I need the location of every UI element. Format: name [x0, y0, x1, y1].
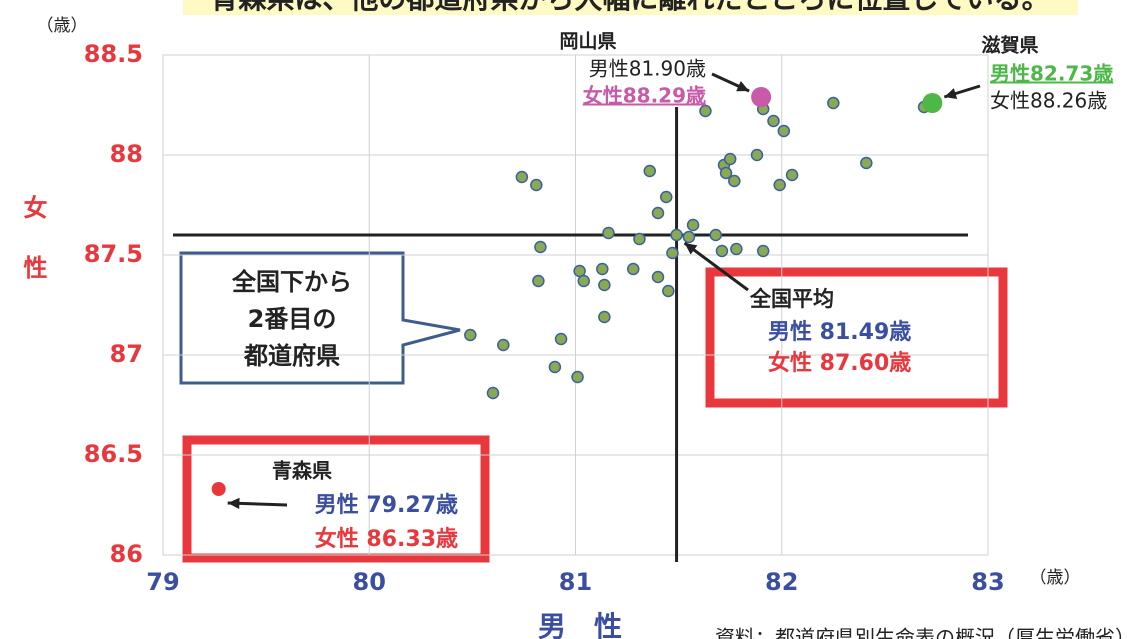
point [530, 178, 543, 192]
x-tick-label: 80 [353, 568, 386, 596]
point [777, 124, 791, 138]
y-tick-label: 87 [110, 340, 143, 368]
average-male: 男性 81.49歳 [768, 320, 911, 345]
callout-box [179, 251, 461, 385]
average-label: 全国平均 [749, 287, 834, 311]
highlight-label: 岡山県 [559, 31, 616, 53]
highlight-male: 男性81.90歳 [589, 57, 706, 81]
arrow [683, 241, 749, 292]
point [532, 274, 545, 288]
point [728, 174, 741, 188]
point [515, 170, 529, 184]
point [651, 270, 665, 284]
point [602, 226, 615, 240]
x-axis-label: 男 性 [538, 610, 622, 639]
point [577, 274, 590, 288]
highlight-female: 女性 86.33歳 [315, 526, 458, 552]
y-unit: （歳） [37, 16, 88, 36]
point [633, 232, 646, 246]
point [598, 278, 611, 292]
point [554, 332, 568, 346]
source: 資料：都道府県別生命表の概況（厚生労働省） [715, 626, 1135, 639]
point [699, 104, 712, 118]
average-point [670, 228, 683, 242]
point [723, 152, 737, 166]
average-female: 女性 87.60歳 [768, 350, 911, 376]
point [719, 166, 733, 180]
chart-title: 青森県は、他の都道府県から大幅に離れたところに位置している。 [210, 0, 1049, 15]
arrow-head [227, 497, 240, 510]
y-tick-label: 88 [110, 140, 143, 168]
x-unit: （歳） [1030, 568, 1081, 588]
callout [179, 251, 461, 385]
point [785, 168, 799, 182]
callout-text: 全国下から [231, 268, 352, 296]
y-tick-label: 86 [110, 540, 143, 568]
point [709, 228, 722, 242]
point [773, 178, 786, 192]
point [860, 156, 873, 170]
highlight-label: 滋賀県 [981, 34, 1038, 57]
point [548, 360, 562, 374]
arrow-head [736, 80, 750, 92]
point [486, 386, 500, 400]
point [464, 328, 477, 342]
point [497, 338, 510, 352]
point [643, 164, 656, 178]
highlight-female: 女性88.26歳 [990, 89, 1107, 113]
x-tick-label: 83 [971, 568, 1004, 596]
point [730, 242, 743, 256]
y-tick-label: 88.5 [84, 40, 143, 68]
x-tick-label: 79 [146, 568, 179, 596]
arrow-head [684, 243, 698, 255]
point [651, 206, 665, 220]
point [666, 246, 679, 260]
callout-text: 2番目の [248, 305, 337, 333]
point [662, 284, 675, 298]
callout-text: 都道府県 [243, 342, 340, 370]
highlight-male: 男性82.73歳 [990, 62, 1113, 86]
y-tick-label: 86.5 [84, 440, 143, 468]
average-box [705, 267, 1008, 408]
point [571, 370, 584, 384]
point [750, 148, 764, 162]
highlight-point [211, 482, 226, 496]
y-axis-label: 女性 [19, 194, 47, 315]
highlight-label: 青森県 [272, 459, 332, 483]
title-band [183, 0, 1078, 15]
arrow-head [944, 88, 958, 99]
point [627, 262, 640, 276]
point [767, 114, 780, 128]
aomori-box [182, 435, 490, 563]
point [682, 230, 696, 244]
point [660, 190, 673, 204]
x-tick-label: 82 [765, 568, 798, 596]
point [827, 96, 840, 110]
point [715, 244, 729, 258]
point [598, 310, 611, 324]
highlight-male: 男性 79.27歳 [315, 493, 458, 518]
highlight-point [751, 87, 772, 107]
y-tick-label: 87.5 [84, 240, 143, 268]
highlight-female: 女性88.29歳 [583, 84, 706, 108]
point [686, 218, 700, 232]
point [596, 262, 609, 276]
point [534, 240, 547, 254]
highlight-point [922, 93, 943, 113]
x-tick-label: 81 [559, 568, 592, 596]
point [756, 244, 770, 258]
